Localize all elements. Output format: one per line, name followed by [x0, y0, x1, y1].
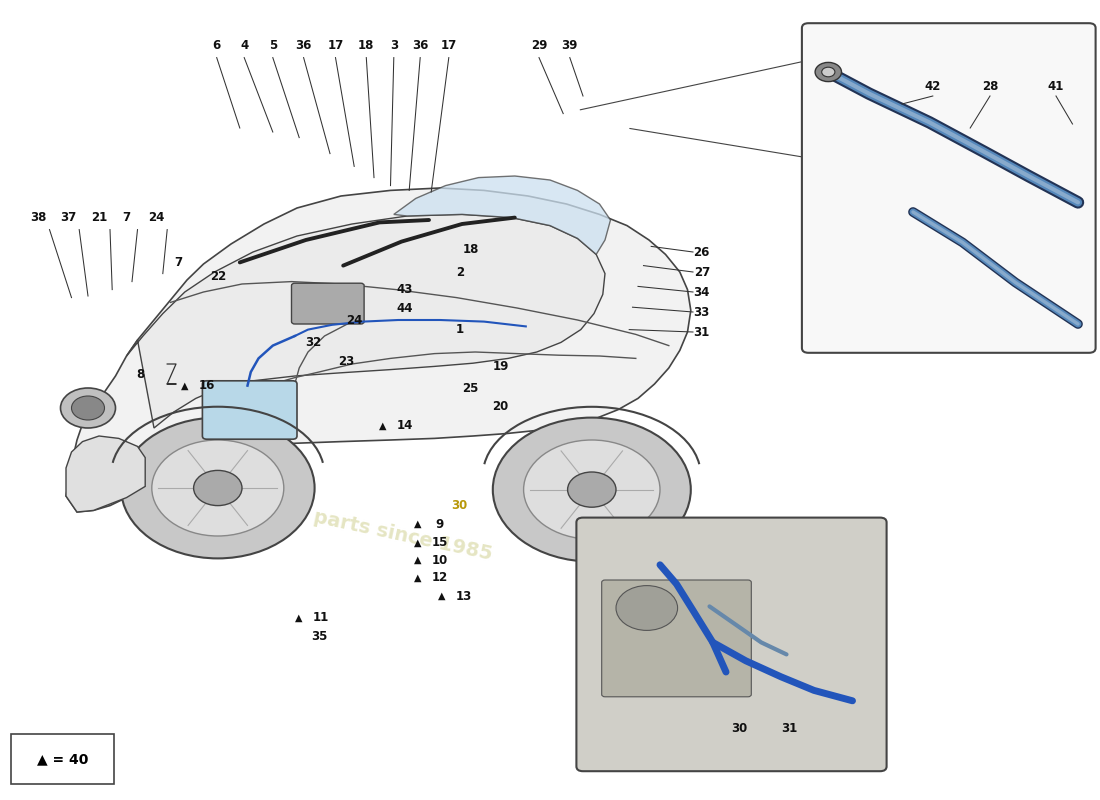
Text: 2: 2 — [455, 266, 464, 278]
Text: 22: 22 — [210, 270, 225, 282]
Text: 21: 21 — [91, 211, 107, 224]
Text: 28: 28 — [982, 80, 998, 93]
Text: 11: 11 — [314, 611, 329, 624]
Text: ▲: ▲ — [379, 421, 386, 430]
Text: 39: 39 — [562, 39, 578, 52]
Text: 13: 13 — [456, 590, 472, 602]
Text: 14: 14 — [397, 419, 412, 432]
Text: ▲: ▲ — [415, 555, 421, 565]
Text: 3: 3 — [389, 39, 398, 52]
Text: 24: 24 — [346, 314, 362, 326]
Text: 17: 17 — [328, 39, 343, 52]
Text: ▲: ▲ — [439, 591, 446, 601]
Circle shape — [60, 388, 116, 428]
Text: 7: 7 — [122, 211, 131, 224]
Text: 26: 26 — [694, 246, 710, 258]
FancyBboxPatch shape — [576, 518, 887, 771]
Polygon shape — [66, 436, 145, 512]
Circle shape — [815, 62, 842, 82]
Text: 30: 30 — [732, 722, 747, 734]
Circle shape — [72, 396, 104, 420]
Text: 24: 24 — [148, 211, 164, 224]
Circle shape — [121, 418, 315, 558]
Text: 7: 7 — [174, 256, 183, 269]
Text: 23: 23 — [339, 355, 354, 368]
Text: 4: 4 — [240, 39, 249, 52]
Text: ▲: ▲ — [415, 573, 421, 582]
Text: 18: 18 — [359, 39, 374, 52]
Text: 32: 32 — [306, 336, 321, 349]
FancyBboxPatch shape — [202, 381, 297, 439]
Text: ▲ = 40: ▲ = 40 — [37, 752, 88, 766]
Text: 17: 17 — [441, 39, 456, 52]
Text: ▲: ▲ — [415, 538, 421, 547]
Circle shape — [822, 67, 835, 77]
FancyBboxPatch shape — [802, 23, 1096, 353]
Text: 27: 27 — [694, 266, 710, 278]
Text: 18: 18 — [463, 243, 478, 256]
Text: 33: 33 — [694, 306, 710, 318]
Text: 16: 16 — [199, 379, 214, 392]
Polygon shape — [394, 176, 611, 254]
Text: 35: 35 — [311, 630, 327, 642]
Text: 31: 31 — [782, 722, 797, 734]
Text: ▲: ▲ — [415, 519, 421, 529]
Text: 38: 38 — [31, 211, 46, 224]
Text: 34: 34 — [694, 286, 710, 298]
Circle shape — [568, 472, 616, 507]
Text: 43: 43 — [397, 283, 412, 296]
Text: 29: 29 — [531, 39, 547, 52]
Text: ▲: ▲ — [182, 381, 188, 390]
Circle shape — [152, 440, 284, 536]
Circle shape — [493, 418, 691, 562]
Circle shape — [616, 586, 678, 630]
Text: 12: 12 — [432, 571, 448, 584]
FancyBboxPatch shape — [292, 283, 364, 324]
Text: 8: 8 — [136, 368, 145, 381]
Text: ▲: ▲ — [296, 613, 303, 622]
Text: a passion for parts since 1985: a passion for parts since 1985 — [166, 476, 494, 564]
Polygon shape — [126, 214, 605, 428]
Text: 9: 9 — [436, 518, 444, 530]
Text: europarts: europarts — [185, 334, 475, 386]
FancyBboxPatch shape — [11, 734, 114, 784]
Text: 36: 36 — [296, 39, 311, 52]
Text: 5: 5 — [268, 39, 277, 52]
Text: 36: 36 — [412, 39, 428, 52]
Circle shape — [524, 440, 660, 539]
Text: 42: 42 — [925, 80, 940, 93]
Text: 1: 1 — [455, 323, 464, 336]
Circle shape — [194, 470, 242, 506]
Polygon shape — [66, 188, 691, 512]
Text: 15: 15 — [432, 536, 448, 549]
Text: 41: 41 — [1048, 80, 1064, 93]
Text: 10: 10 — [432, 554, 448, 566]
Text: 6: 6 — [212, 39, 221, 52]
Text: 19: 19 — [493, 360, 508, 373]
FancyBboxPatch shape — [602, 580, 751, 697]
Text: 30: 30 — [452, 499, 468, 512]
Text: 25: 25 — [463, 382, 478, 394]
Text: 37: 37 — [60, 211, 76, 224]
Text: 20: 20 — [493, 400, 508, 413]
Text: 31: 31 — [694, 326, 710, 338]
Text: 44: 44 — [396, 302, 414, 314]
